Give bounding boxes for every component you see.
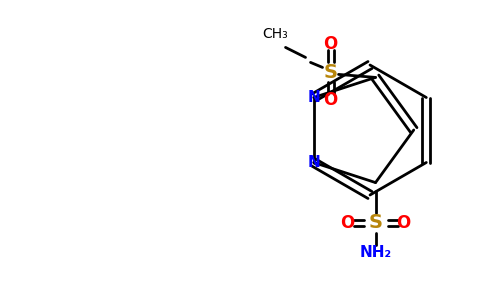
Text: N: N: [307, 90, 320, 105]
Text: O: O: [396, 214, 410, 232]
Text: N: N: [307, 155, 320, 170]
Text: NH₂: NH₂: [360, 245, 392, 260]
Text: S: S: [368, 213, 382, 232]
Text: CH₃: CH₃: [263, 27, 288, 41]
Text: S: S: [323, 63, 337, 82]
Text: O: O: [323, 92, 338, 110]
Text: O: O: [340, 214, 355, 232]
Text: O: O: [323, 35, 338, 53]
